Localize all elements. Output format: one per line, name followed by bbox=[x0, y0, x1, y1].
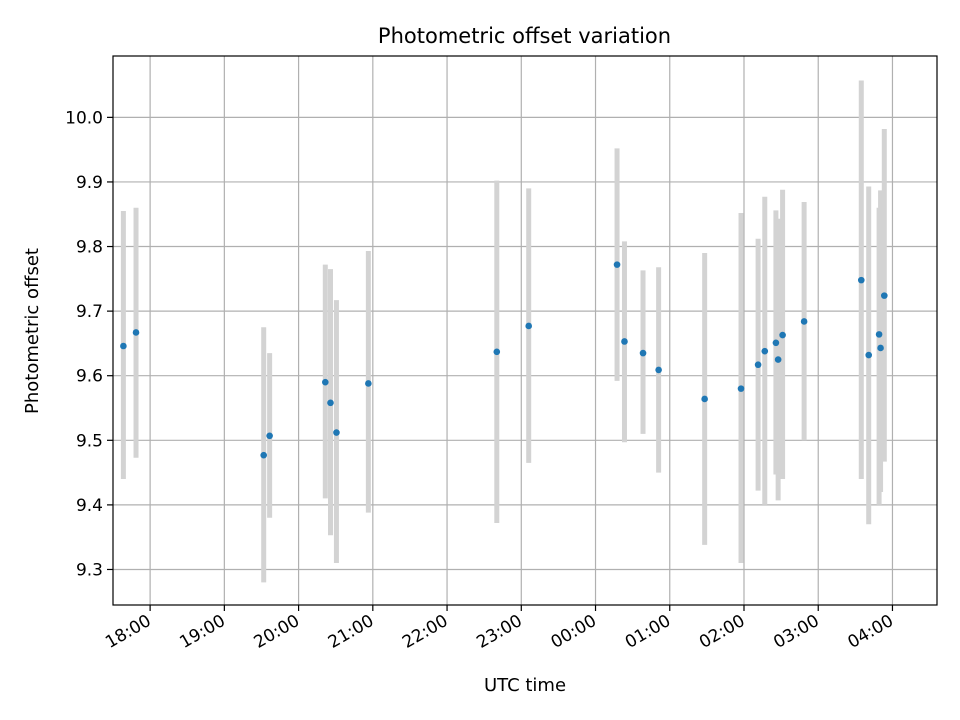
data-point bbox=[613, 261, 621, 268]
x-tick-label: 20:00 bbox=[251, 611, 303, 653]
x-tick-label: 03:00 bbox=[770, 611, 822, 653]
data-point bbox=[132, 329, 140, 336]
y-tick-label: 9.7 bbox=[76, 302, 103, 322]
data-point bbox=[327, 399, 334, 407]
data-point bbox=[875, 331, 883, 338]
x-tick-label: 00:00 bbox=[548, 611, 600, 653]
data-point bbox=[737, 385, 745, 392]
data-point bbox=[322, 378, 329, 386]
data-point bbox=[857, 276, 865, 284]
x-tick-label: 04:00 bbox=[845, 611, 897, 653]
data-point bbox=[260, 451, 267, 459]
grid-lines bbox=[113, 56, 937, 605]
plot-frame bbox=[112, 55, 938, 606]
y-tick-label: 10.0 bbox=[65, 108, 103, 128]
data-point bbox=[365, 380, 372, 387]
data-point bbox=[877, 344, 884, 352]
y-tick-label: 9.8 bbox=[76, 238, 103, 258]
x-axis-label: UTC time bbox=[484, 675, 566, 696]
data-point bbox=[655, 366, 662, 374]
y-tick-label: 9.3 bbox=[76, 560, 103, 580]
data-point bbox=[701, 395, 708, 403]
y-axis-label: Photometric offset bbox=[22, 248, 43, 414]
data-point bbox=[333, 429, 340, 436]
x-axis-ticks: 18:00 19:00 20:00 21:00 22:00 23:00 00:00 01:00… bbox=[102, 605, 897, 653]
data-point bbox=[525, 322, 533, 330]
x-tick-label: 01:00 bbox=[622, 611, 674, 653]
x-tick-label: 23:00 bbox=[473, 611, 525, 653]
data-point bbox=[761, 347, 769, 355]
data-point bbox=[772, 339, 780, 347]
x-tick-label: 19:00 bbox=[176, 611, 228, 653]
data-point bbox=[493, 348, 501, 356]
data-point bbox=[754, 361, 762, 369]
data-point bbox=[266, 432, 273, 440]
data-point bbox=[120, 342, 127, 350]
x-tick-label: 02:00 bbox=[696, 611, 748, 653]
data-point bbox=[639, 349, 647, 357]
data-point bbox=[621, 338, 628, 345]
data-point bbox=[800, 318, 808, 325]
x-tick-label: 18:00 bbox=[102, 611, 154, 653]
y-tick-label: 9.6 bbox=[76, 367, 103, 387]
y-axis-ticks: 9.3 9.4 9.5 9.6 9.7 9.8 9.9 10.0 bbox=[65, 108, 113, 580]
x-tick-label: 22:00 bbox=[399, 611, 451, 653]
x-tick-label: 21:00 bbox=[325, 611, 377, 653]
error-bars bbox=[120, 80, 887, 583]
y-tick-label: 9.5 bbox=[76, 431, 103, 451]
chart-title: Photometric offset variation bbox=[378, 24, 671, 48]
data-point bbox=[880, 292, 888, 299]
data-point bbox=[865, 351, 873, 359]
y-tick-label: 9.4 bbox=[76, 496, 103, 516]
data-points bbox=[120, 261, 888, 459]
y-tick-label: 9.9 bbox=[76, 173, 103, 193]
data-point bbox=[779, 331, 786, 339]
data-point bbox=[774, 356, 782, 363]
